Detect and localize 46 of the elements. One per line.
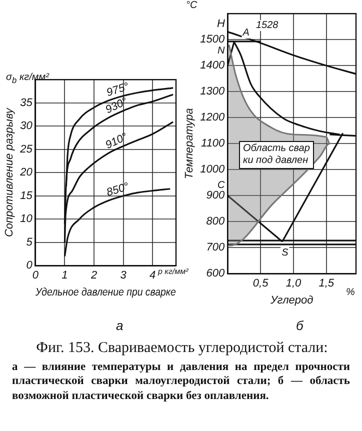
annotation: Область свар ки под давлен: [239, 141, 314, 169]
y-axis-title: Сопротивление разрыву: [4, 106, 16, 238]
text: 930°: [104, 95, 130, 116]
annotation: N: [217, 45, 226, 56]
y-tick-label: 5: [26, 236, 34, 248]
y-tick-label: 1500: [200, 34, 226, 46]
y-tick-label: 1100: [201, 138, 226, 150]
text: а: [116, 318, 124, 333]
x-tick-label: 1,0: [286, 277, 302, 290]
x-tick-label: 4: [150, 269, 156, 282]
x-axis-title: Удельное давление при сварке: [34, 286, 176, 299]
y-tick-label: 20: [19, 166, 34, 179]
y-tick-label: 0: [26, 260, 34, 272]
y-tick-label: 15: [20, 190, 34, 202]
annotation: A: [242, 27, 250, 38]
y-tick-label: 1300: [200, 86, 226, 98]
text: %: [346, 287, 355, 298]
y-tick-label: 800: [206, 216, 226, 228]
x-tick-label: 3: [120, 269, 128, 282]
text: Фиг. 153. Свариваемость углеродистой стали:: [35, 340, 329, 357]
y-axis-title: Температура: [184, 108, 196, 180]
annotation: S: [282, 248, 289, 259]
x-tick-label: 1: [62, 269, 68, 282]
y-tick-label: 10: [20, 213, 34, 226]
text: б: [296, 318, 304, 333]
text: а — влияние температуры и давления на предел прочности пластической сварки малоуглеродистой стали; б — область возможной пластической сварки без оплавления.: [12, 360, 350, 404]
y-tick-label: 900: [206, 190, 226, 202]
text: 850°: [105, 180, 132, 200]
x-tick-label: 1,5: [318, 277, 335, 290]
y-tick-label: 1000: [200, 164, 226, 176]
text: °C: [186, 0, 198, 11]
annotation: C: [217, 180, 226, 191]
text: p кг/мм²: [158, 267, 188, 276]
text: H: [217, 18, 225, 30]
y-tick-label: 1200: [200, 112, 226, 124]
x-axis-title: Углерод: [269, 294, 314, 306]
y-tick-label: 1400: [200, 60, 226, 72]
annotation: 1528: [255, 20, 280, 31]
x-tick-label: 2: [90, 269, 98, 282]
y-tick-label: 30: [20, 120, 34, 132]
y-tick-label: 600: [206, 268, 226, 280]
y-tick-label: 25: [19, 143, 34, 156]
y-tick-label: 700: [206, 242, 226, 254]
x-tick-label: 0,5: [252, 277, 270, 290]
y-tick-label: 35: [20, 96, 34, 109]
text: 910°: [104, 130, 130, 152]
